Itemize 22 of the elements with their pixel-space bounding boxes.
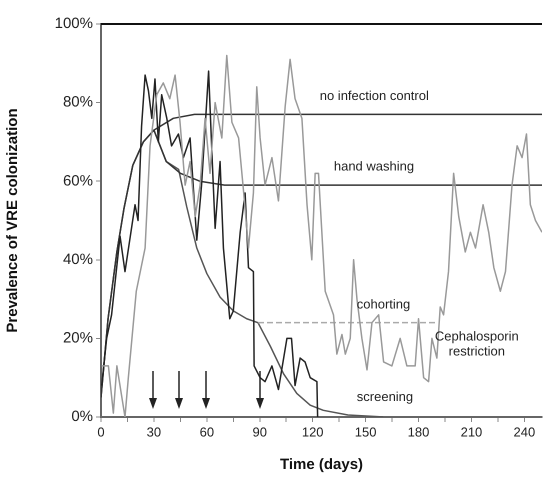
x-tick-label: 60 bbox=[200, 424, 214, 440]
x-tick-label: 30 bbox=[146, 424, 162, 440]
x-tick-label: 240 bbox=[514, 424, 536, 440]
y-tick-label: 100% bbox=[54, 15, 93, 32]
x-axis-title: Time (days) bbox=[280, 456, 364, 474]
x-tick-label: 180 bbox=[408, 424, 430, 440]
x-tick-label: 150 bbox=[354, 424, 376, 440]
y-axis-title: Prevalence of VRE colonization bbox=[4, 108, 22, 333]
x-tick-label: 90 bbox=[252, 424, 267, 440]
x-tick-label: 120 bbox=[302, 424, 324, 440]
y-tick-label: 0% bbox=[71, 408, 93, 426]
annotation: hand washing bbox=[334, 158, 414, 174]
x-tick-label: 0 bbox=[97, 424, 105, 440]
y-tick-label: 20% bbox=[62, 330, 93, 347]
x-tick-label: 210 bbox=[460, 424, 482, 440]
annotation: cohorting bbox=[356, 296, 410, 312]
y-tick-label: 60% bbox=[62, 172, 93, 190]
annotation: no infection control bbox=[320, 88, 429, 103]
annotation: Cephalosporin restriction bbox=[434, 328, 519, 358]
y-tick-label: 80% bbox=[62, 94, 93, 111]
y-tick-label: 40% bbox=[62, 250, 93, 268]
annotation: screening bbox=[356, 389, 414, 404]
